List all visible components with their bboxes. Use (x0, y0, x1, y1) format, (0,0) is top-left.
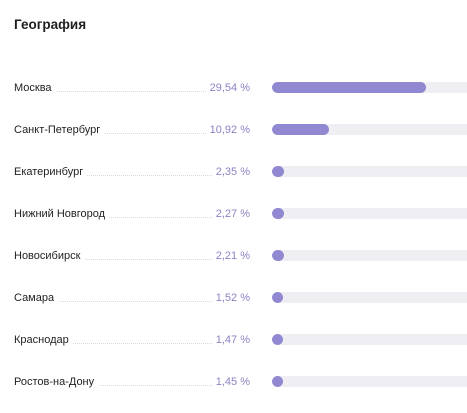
progress-track (272, 82, 467, 93)
progress-track (272, 292, 467, 303)
list-item: Нижний Новгород 2,27 % (14, 203, 467, 245)
city-label: Санкт-Петербург (14, 122, 105, 138)
list-item: Санкт-Петербург 10,92 % (14, 119, 467, 161)
widget-title: География (14, 17, 87, 32)
dotted-leader (14, 175, 214, 176)
progress-fill (272, 334, 283, 345)
percent-label: 10,92 % (205, 122, 250, 138)
dotted-leader (14, 343, 214, 344)
list-item: Ростов-на-Дону 1,45 % (14, 371, 467, 413)
dotted-leader (14, 91, 214, 92)
progress-track (272, 334, 467, 345)
list-item: Москва 29,54 % (14, 77, 467, 119)
progress-fill (272, 250, 284, 261)
progress-fill (272, 292, 283, 303)
progress-track (272, 166, 467, 177)
city-label: Москва (14, 80, 56, 96)
progress-track (272, 124, 467, 135)
percent-label: 2,27 % (211, 206, 250, 222)
city-label: Краснодар (14, 332, 73, 348)
list-item: Новосибирск 2,21 % (14, 245, 467, 287)
dotted-leader (14, 385, 214, 386)
city-label: Ростов-на-Дону (14, 374, 99, 390)
dotted-leader (14, 259, 214, 260)
progress-track (272, 376, 467, 387)
percent-label: 1,45 % (211, 374, 250, 390)
progress-fill (272, 208, 284, 219)
percent-label: 2,21 % (211, 248, 250, 264)
list-item: Самара 1,52 % (14, 287, 467, 329)
dotted-leader (14, 217, 214, 218)
list-item: Екатеринбург 2,35 % (14, 161, 467, 203)
city-label: Новосибирск (14, 248, 85, 264)
dotted-leader (14, 301, 214, 302)
city-label: Самара (14, 290, 59, 306)
progress-fill (272, 82, 426, 93)
progress-track (272, 250, 467, 261)
percent-label: 1,52 % (211, 290, 250, 306)
progress-track (272, 208, 467, 219)
percent-label: 2,35 % (211, 164, 250, 180)
list-item: Краснодар 1,47 % (14, 329, 467, 371)
dotted-leader (14, 133, 214, 134)
progress-fill (272, 166, 285, 177)
progress-fill (272, 124, 329, 135)
progress-fill (272, 376, 283, 387)
geography-list: Москва 29,54 % Санкт-Петербург 10,92 % Е… (14, 77, 467, 413)
city-label: Екатеринбург (14, 164, 88, 180)
percent-label: 1,47 % (211, 332, 250, 348)
city-label: Нижний Новгород (14, 206, 110, 222)
percent-label: 29,54 % (205, 80, 250, 96)
